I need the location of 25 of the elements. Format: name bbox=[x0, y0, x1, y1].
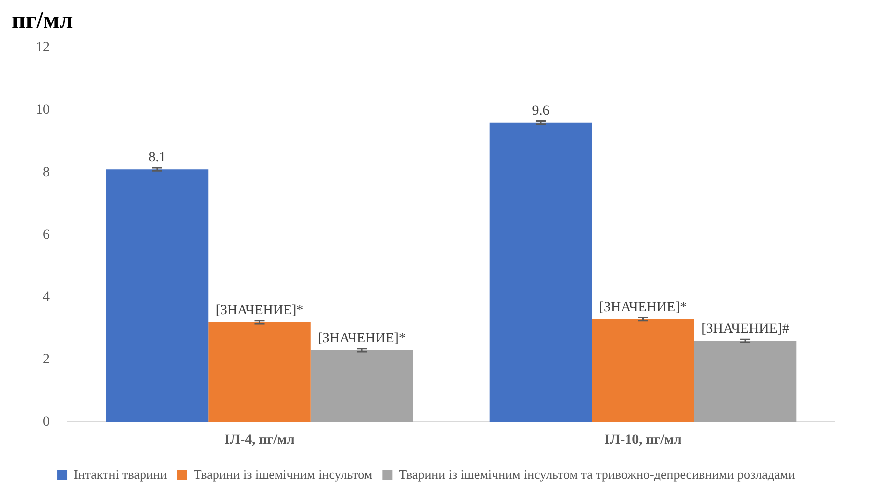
legend-label: Інтактні тварини bbox=[74, 466, 168, 482]
y-tick-label: 2 bbox=[43, 352, 50, 368]
bar bbox=[694, 341, 797, 422]
y-axis-title: пг/мл bbox=[12, 8, 74, 34]
bar bbox=[208, 322, 311, 422]
bar bbox=[106, 170, 209, 422]
data-label: 9.6 bbox=[532, 104, 550, 119]
y-tick-label: 12 bbox=[36, 40, 50, 56]
x-tick-label: ІЛ-4, пг/мл bbox=[224, 433, 296, 448]
legend-label: Тварини із ішемічним інсультом bbox=[194, 466, 373, 482]
y-tick-label: 6 bbox=[43, 228, 50, 243]
bar bbox=[490, 122, 592, 422]
y-tick-label: 10 bbox=[36, 103, 50, 118]
y-tick-label: 8 bbox=[43, 165, 50, 180]
x-tick-label: ІЛ-10, пг/мл bbox=[604, 433, 682, 448]
data-label: 8.1 bbox=[148, 150, 166, 166]
data-label: [ЗНАЧЕНИЕ]* bbox=[599, 300, 688, 316]
y-tick-label: 0 bbox=[43, 414, 50, 430]
data-label: [ЗНАЧЕНИЕ]* bbox=[216, 304, 304, 319]
data-label: [ЗНАЧЕНИЕ]# bbox=[702, 322, 790, 338]
bar bbox=[310, 350, 414, 422]
bar bbox=[592, 319, 694, 422]
data-label: [ЗНАЧЕНИЕ]* bbox=[318, 332, 406, 347]
y-tick-label: 4 bbox=[43, 290, 50, 306]
legend-label: Тварини із ішемічним інсультом та тривожно-депресивними розладами bbox=[399, 466, 796, 482]
